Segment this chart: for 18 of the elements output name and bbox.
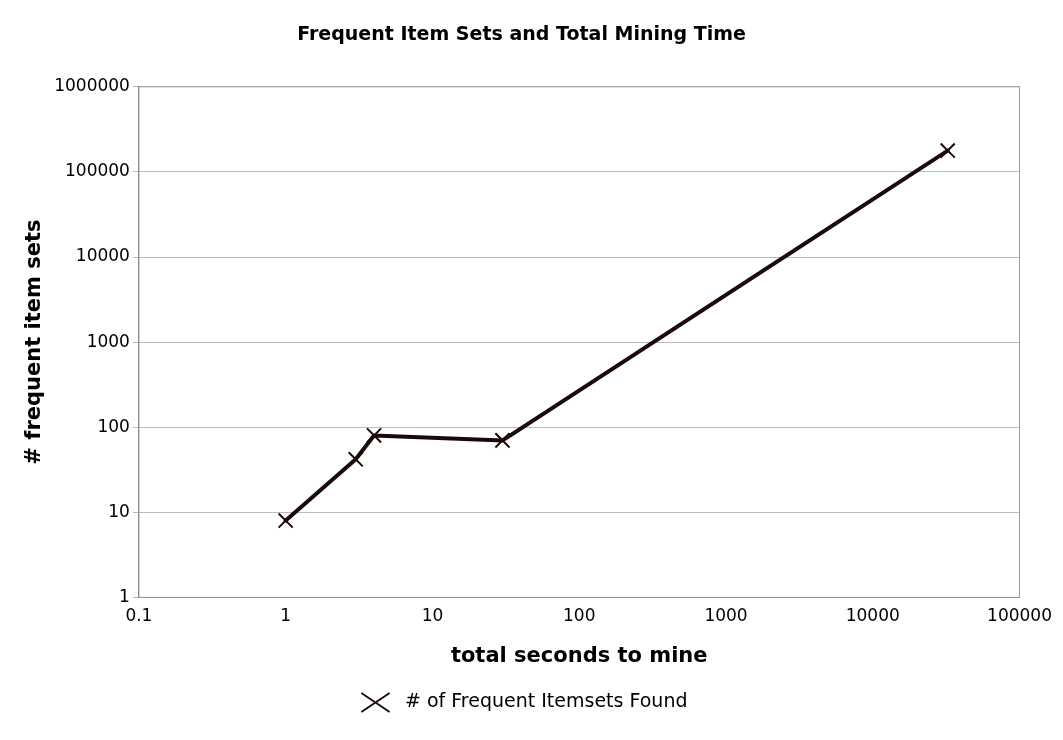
x-tick-label: 10000 <box>845 605 900 626</box>
x-tick-label: 1 <box>280 605 292 626</box>
x-tick-label: 100 <box>563 605 596 626</box>
chart-title: Frequent Item Sets and Total Mining Time <box>297 22 746 45</box>
y-tick-label: 10 <box>108 500 130 521</box>
y-tick-label: 1000 <box>86 330 130 351</box>
y-tick-label: 100 <box>97 415 130 436</box>
y-tick-label: 1 <box>119 585 130 606</box>
x-axis-title: total seconds to mine <box>450 642 708 667</box>
y-tick-label: 100000 <box>65 160 130 181</box>
x-tick-label: 0.1 <box>125 605 153 626</box>
x-tick-label: 1000 <box>704 605 748 626</box>
y-axis-title: # frequent item sets <box>21 219 46 465</box>
x-tick-label: 10 <box>421 605 444 626</box>
y-tick-label: 10000 <box>75 245 130 266</box>
x-tick-label: 100000 <box>987 605 1053 626</box>
y-tick-label: 1000000 <box>54 75 130 96</box>
legend-label: # of Frequent Itemsets Found <box>404 689 688 712</box>
